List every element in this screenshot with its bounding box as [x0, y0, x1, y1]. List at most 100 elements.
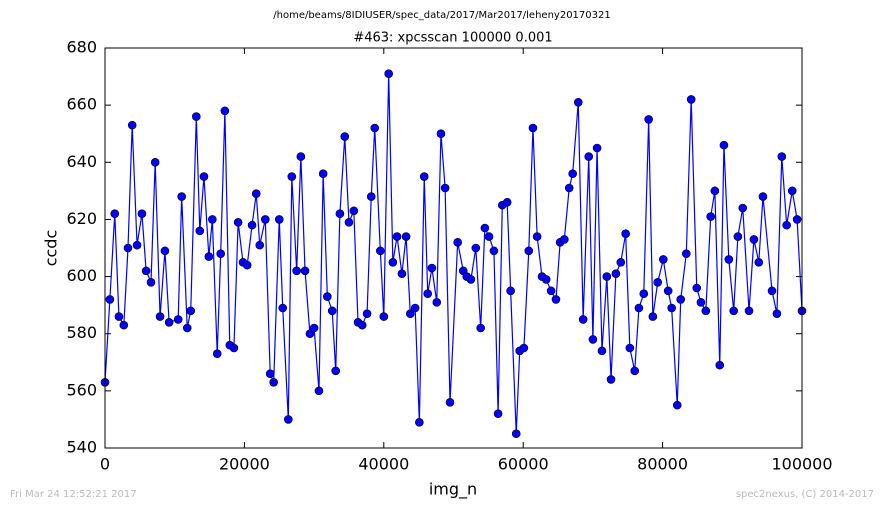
data-point — [767, 286, 777, 296]
data-point — [519, 343, 529, 353]
data-point — [366, 192, 376, 201]
data-point — [644, 115, 653, 124]
y-tick-label: 540 — [66, 438, 97, 457]
data-point — [119, 320, 129, 330]
data-point — [667, 303, 676, 313]
data-point — [173, 315, 183, 324]
data-point — [127, 120, 137, 130]
data-point — [436, 129, 446, 139]
data-point — [706, 212, 715, 221]
data-point — [274, 215, 284, 224]
data-point — [292, 266, 301, 276]
data-point — [744, 306, 754, 316]
data-point — [195, 226, 205, 236]
data-point — [216, 249, 226, 259]
data-point — [676, 295, 686, 304]
data-point — [340, 132, 350, 141]
data-point — [672, 400, 682, 410]
data-point — [658, 255, 668, 264]
data-point — [247, 220, 257, 230]
data-point — [204, 252, 214, 261]
data-point — [625, 343, 635, 353]
data-point — [405, 309, 415, 319]
data-point — [370, 123, 380, 133]
data-point — [466, 275, 476, 284]
data-point — [546, 286, 556, 296]
data-point — [528, 123, 538, 133]
data-point — [710, 186, 720, 196]
data-point — [388, 257, 398, 267]
y-tick-label: 680 — [66, 38, 97, 57]
data-point — [287, 172, 297, 181]
data-point — [397, 269, 407, 279]
data-point — [602, 272, 612, 281]
data-point — [724, 255, 734, 264]
data-point — [376, 246, 385, 256]
data-point — [186, 306, 196, 316]
data-point — [192, 112, 201, 121]
data-point — [692, 283, 702, 293]
data-point — [265, 369, 275, 379]
data-point — [182, 323, 192, 333]
data-point — [634, 303, 644, 313]
data-point — [349, 206, 359, 216]
data-point — [331, 366, 341, 376]
data-point — [484, 232, 494, 241]
data-point — [137, 209, 147, 219]
data-point — [445, 397, 455, 407]
data-point — [502, 197, 512, 207]
data-point — [616, 257, 626, 267]
data-point — [379, 312, 389, 321]
data-point — [606, 375, 616, 384]
x-tick-label: 60000 — [498, 455, 549, 474]
y-tick-label: 580 — [66, 323, 97, 342]
data-point — [551, 295, 561, 304]
data-point — [729, 306, 738, 316]
data-point — [648, 312, 658, 321]
data-point — [568, 169, 577, 179]
data-point — [532, 232, 542, 241]
data-point — [314, 386, 324, 396]
y-tick-label: 620 — [66, 209, 97, 228]
x-axis-label: img_n — [429, 480, 477, 500]
data-point — [415, 417, 424, 427]
data-point — [255, 240, 265, 250]
data-point — [453, 237, 462, 247]
chart-title: #463: xpcsscan 100000 0.001 — [353, 31, 552, 46]
data-point — [511, 429, 521, 439]
data-point — [584, 152, 594, 161]
data-point — [588, 335, 598, 344]
data-point — [524, 246, 534, 256]
data-point — [715, 360, 725, 370]
data-point — [733, 232, 743, 241]
data-point — [160, 246, 170, 256]
data-point — [432, 297, 442, 307]
x-tick-label: 100000 — [771, 455, 832, 474]
data-point — [476, 323, 485, 333]
data-point — [749, 235, 759, 244]
data-point — [318, 169, 328, 179]
plot-frame — [104, 47, 803, 449]
data-point — [141, 266, 151, 276]
data-point — [269, 377, 278, 387]
x-tick-label: 80000 — [637, 455, 688, 474]
data-point — [233, 217, 243, 227]
data-point — [110, 209, 120, 219]
y-tick-label: 660 — [66, 95, 97, 114]
data-point — [471, 243, 481, 253]
data-point — [772, 309, 782, 319]
data-point — [410, 303, 420, 313]
data-point — [427, 263, 437, 273]
data-point — [738, 203, 748, 213]
y-axis-label: ccdc — [42, 230, 61, 267]
y-tick-label: 600 — [66, 266, 97, 285]
data-point — [440, 183, 450, 193]
footer-right: spec2nexus, (C) 2014-2017 — [736, 489, 874, 500]
data-point — [114, 312, 124, 321]
data-point — [754, 257, 764, 267]
x-tick-label: 40000 — [358, 455, 409, 474]
data-point — [284, 415, 293, 424]
data-point — [199, 172, 209, 181]
data-point — [621, 229, 630, 239]
data-point — [327, 306, 337, 316]
